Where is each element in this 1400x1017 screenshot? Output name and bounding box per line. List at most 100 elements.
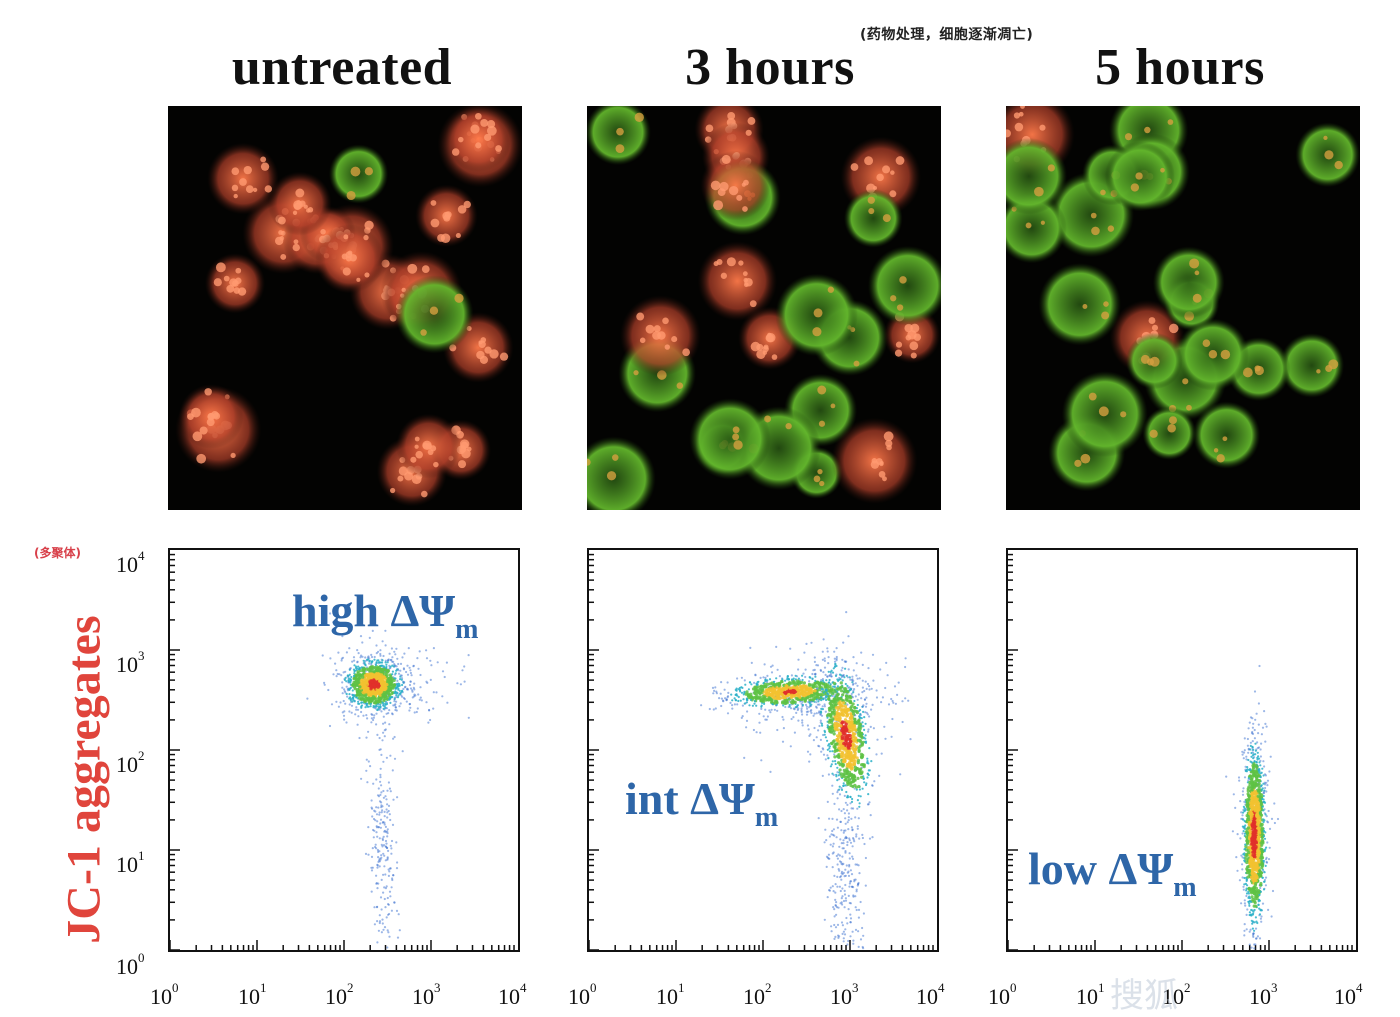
aggregate-spot — [193, 431, 203, 441]
event-point — [720, 681, 722, 683]
event-point — [847, 828, 849, 830]
event-point — [831, 729, 834, 732]
event-point — [372, 783, 374, 785]
event-point — [865, 885, 867, 887]
event-point — [342, 711, 344, 713]
event-point — [772, 665, 774, 667]
event-point — [407, 674, 409, 676]
event-point — [369, 765, 371, 767]
aggregate-spot — [633, 370, 638, 375]
event-point — [803, 652, 805, 654]
event-point — [861, 755, 864, 758]
event-point — [829, 750, 831, 752]
event-point — [849, 880, 851, 882]
event-point — [377, 794, 379, 796]
event-point — [852, 931, 854, 933]
aggregate-spot — [1221, 350, 1231, 360]
event-point — [752, 687, 755, 690]
event-point — [387, 929, 389, 931]
event-point — [411, 674, 413, 676]
event-point — [749, 647, 751, 649]
event-point — [857, 799, 859, 801]
event-point — [726, 698, 728, 700]
event-point — [837, 712, 840, 715]
event-point — [760, 759, 762, 761]
event-point — [834, 664, 836, 666]
event-point — [845, 823, 847, 825]
event-point — [463, 665, 465, 667]
aggregate-spot — [480, 356, 488, 364]
event-point — [795, 678, 797, 680]
aggregate-spot — [1141, 355, 1150, 364]
event-point — [810, 712, 812, 714]
aggregate-spot — [351, 167, 361, 177]
event-point — [846, 922, 848, 924]
event-point — [384, 906, 386, 908]
event-point — [409, 669, 411, 671]
aggregate-spot — [1099, 406, 1109, 416]
event-point — [814, 661, 816, 663]
event-point — [1252, 934, 1254, 936]
event-point — [345, 677, 347, 679]
event-point — [740, 700, 742, 702]
event-point — [850, 842, 852, 844]
event-point — [1247, 869, 1250, 872]
aggregate-spot — [819, 421, 825, 427]
event-point — [396, 665, 398, 667]
aggregate-spot — [1135, 172, 1142, 179]
event-point — [412, 696, 414, 698]
event-point — [343, 700, 345, 702]
event-point — [863, 729, 865, 731]
event-point — [391, 840, 393, 842]
event-point — [859, 713, 861, 715]
event-point — [388, 805, 390, 807]
event-point — [855, 835, 857, 837]
event-point — [343, 688, 345, 690]
aggregate-spot — [868, 208, 874, 214]
event-point — [858, 749, 861, 752]
event-point — [862, 706, 864, 708]
event-point — [840, 681, 843, 684]
event-point — [841, 789, 843, 791]
event-point — [1256, 713, 1258, 715]
event-point — [389, 895, 391, 897]
event-point — [375, 713, 377, 715]
event-point — [753, 703, 755, 705]
event-point — [824, 919, 826, 921]
event-point — [366, 689, 369, 692]
event-point — [789, 648, 791, 650]
event-point — [849, 857, 851, 859]
event-point — [858, 693, 860, 695]
event-point — [867, 683, 869, 685]
aggregate-spot — [814, 476, 821, 483]
event-point — [1265, 847, 1267, 849]
event-point — [833, 828, 835, 830]
event-point — [751, 662, 753, 664]
event-point — [891, 736, 893, 738]
event-point — [839, 768, 842, 771]
event-point — [371, 869, 373, 871]
event-point — [357, 661, 359, 663]
event-point — [767, 715, 769, 717]
event-point — [375, 875, 377, 877]
event-point — [1245, 895, 1247, 897]
event-point — [712, 692, 714, 694]
event-point — [818, 725, 820, 727]
event-point — [367, 676, 370, 679]
event-point — [842, 842, 844, 844]
event-point — [1268, 858, 1270, 860]
event-point — [380, 791, 382, 793]
event-point — [834, 746, 837, 749]
event-point — [783, 727, 785, 729]
aggregate-spot — [706, 125, 714, 133]
event-point — [337, 673, 339, 675]
event-point — [828, 773, 830, 775]
event-point — [753, 682, 755, 684]
event-point — [387, 828, 389, 830]
event-point — [1271, 915, 1273, 917]
event-point — [727, 692, 729, 694]
event-point — [746, 701, 748, 703]
event-point — [377, 849, 379, 851]
event-point — [853, 706, 856, 709]
event-point — [844, 738, 847, 741]
